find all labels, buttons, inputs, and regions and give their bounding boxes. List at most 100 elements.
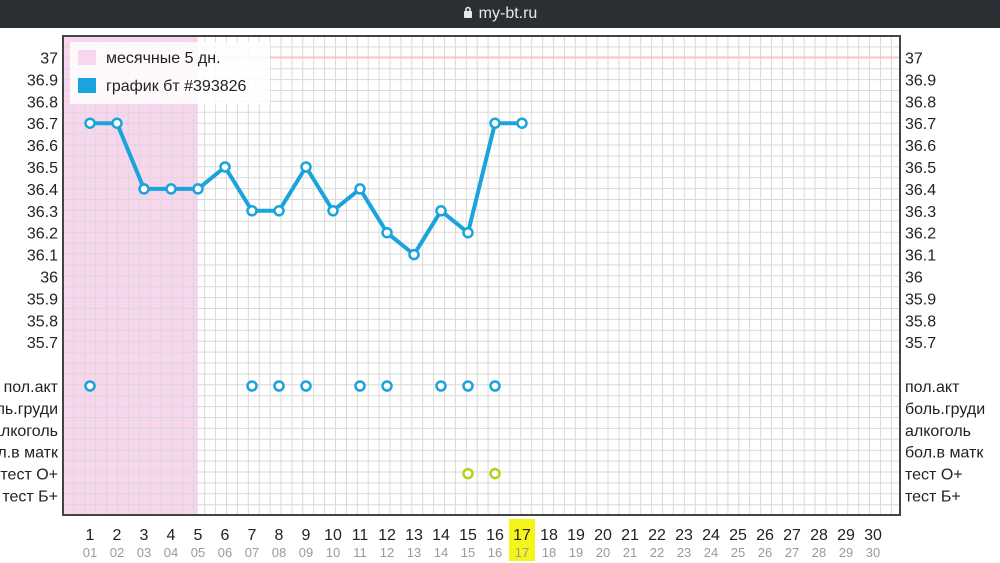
temperature-point — [84, 117, 96, 129]
x-date-label: 25 — [731, 545, 745, 560]
x-date-label: 10 — [326, 545, 340, 560]
x-date-label: 14 — [434, 545, 448, 560]
x-date-label: 01 — [83, 545, 97, 560]
legend-box — [70, 42, 270, 104]
x-day-label: 16 — [486, 527, 504, 544]
ovulation-test-marker — [462, 467, 474, 480]
temperature-point — [138, 183, 150, 195]
y-tick-label-right: 36.7 — [905, 116, 936, 133]
x-day-label: 20 — [594, 527, 612, 544]
x-day-label: 14 — [432, 527, 450, 544]
legend-label: график бт #393826 — [106, 78, 247, 95]
event-row-label-left: пол.акт — [4, 379, 59, 396]
x-day-label: 19 — [567, 527, 585, 544]
x-date-label: 17 — [515, 545, 529, 560]
browser-address-bar[interactable]: my-bt.ru — [0, 0, 1000, 28]
temperature-point — [408, 248, 420, 261]
y-tick-label-left: 35.8 — [27, 313, 58, 330]
temperature-point — [300, 161, 312, 173]
legend-label: месячные 5 дн. — [106, 50, 221, 67]
y-tick-label-right: 36 — [905, 270, 923, 287]
event-row-label-right: пол.акт — [905, 379, 960, 396]
x-day-label: 13 — [405, 527, 423, 544]
x-date-label: 21 — [623, 545, 637, 560]
intercourse-marker — [354, 380, 366, 392]
event-row-label-left: бол.в матк — [0, 445, 59, 462]
y-tick-label-right: 36.5 — [905, 160, 936, 177]
x-date-label: 22 — [650, 545, 664, 560]
x-date-label: 02 — [110, 545, 124, 560]
temperature-point — [192, 183, 204, 195]
y-tick-label-left: 36.2 — [27, 226, 58, 243]
x-day-label: 8 — [275, 527, 284, 544]
y-tick-label-left: 36.6 — [27, 138, 58, 155]
intercourse-marker — [489, 380, 501, 392]
legend-swatch — [78, 78, 96, 93]
x-day-label: 9 — [302, 527, 311, 544]
y-tick-label-right: 37 — [905, 51, 923, 68]
intercourse-marker — [84, 380, 96, 392]
y-tick-label-left: 36 — [40, 270, 58, 287]
intercourse-marker — [381, 380, 393, 392]
y-tick-label-right: 36.4 — [905, 182, 936, 199]
y-tick-label-left: 36.4 — [27, 182, 58, 199]
x-date-label: 08 — [272, 545, 286, 560]
y-tick-label-left: 37 — [40, 51, 58, 68]
event-row-label-left: тест О+ — [0, 467, 58, 484]
x-date-label: 20 — [596, 545, 610, 560]
y-tick-label-left: 36.8 — [27, 94, 58, 111]
x-day-label: 17 — [513, 527, 531, 544]
y-tick-label-right: 35.8 — [905, 313, 936, 330]
temperature-point — [489, 117, 501, 129]
event-row-label-right: бол.в матк — [905, 445, 984, 462]
x-date-label: 27 — [785, 545, 799, 560]
temperature-point — [381, 226, 393, 239]
y-tick-label-left: 35.7 — [27, 335, 58, 352]
temperature-point — [273, 205, 285, 217]
x-date-label: 12 — [380, 545, 394, 560]
ovulation-test-marker — [489, 467, 501, 480]
x-day-label: 1 — [86, 527, 95, 544]
temperature-point — [327, 205, 339, 217]
x-date-label: 05 — [191, 545, 205, 560]
x-day-label: 15 — [459, 527, 477, 544]
x-day-label: 21 — [621, 527, 639, 544]
temperature-point — [516, 117, 528, 129]
event-row-label-right: боль.груди — [905, 401, 985, 418]
x-day-label: 2 — [113, 527, 122, 544]
event-row-label-right: тест Б+ — [905, 489, 961, 506]
page-url: my-bt.ru — [478, 5, 538, 22]
x-date-label: 18 — [542, 545, 556, 560]
event-row-label-left: алкоголь — [0, 423, 58, 440]
lock-icon — [463, 5, 473, 23]
y-tick-label-right: 36.3 — [905, 204, 936, 221]
x-day-label: 24 — [702, 527, 720, 544]
temperature-point — [111, 117, 123, 129]
y-tick-label-left: 36.9 — [27, 72, 58, 89]
temperature-point — [435, 205, 447, 217]
x-date-label: 07 — [245, 545, 259, 560]
x-day-label: 28 — [810, 527, 828, 544]
plot-frame — [62, 35, 901, 516]
x-date-label: 29 — [839, 545, 853, 560]
intercourse-marker — [273, 380, 285, 392]
x-day-label: 23 — [675, 527, 693, 544]
y-tick-label-left: 36.3 — [27, 204, 58, 221]
intercourse-marker — [462, 380, 474, 392]
x-date-label: 16 — [488, 545, 502, 560]
x-date-label: 28 — [812, 545, 826, 560]
x-date-label: 03 — [137, 545, 151, 560]
x-date-label: 19 — [569, 545, 583, 560]
y-tick-label-right: 36.9 — [905, 72, 936, 89]
x-date-label: 26 — [758, 545, 772, 560]
x-day-label: 11 — [352, 527, 369, 544]
x-day-label: 3 — [140, 527, 149, 544]
event-row-label-right: тест О+ — [905, 467, 963, 484]
x-date-label: 04 — [164, 545, 178, 560]
x-date-label: 15 — [461, 545, 475, 560]
x-day-label: 5 — [194, 527, 203, 544]
x-date-label: 23 — [677, 545, 691, 560]
x-date-label: 11 — [353, 545, 367, 560]
x-day-label: 6 — [221, 527, 230, 544]
